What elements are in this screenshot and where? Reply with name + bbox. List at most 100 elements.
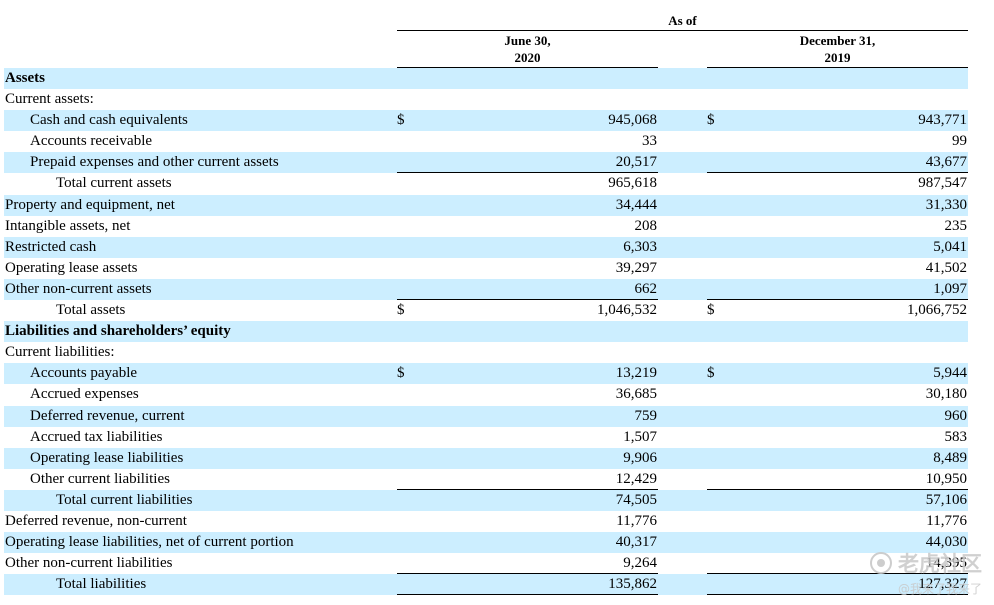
row-shading bbox=[4, 405, 968, 427]
row-shading bbox=[4, 532, 968, 554]
column-header-date: December 31, bbox=[799, 33, 876, 48]
subtotal-rule bbox=[397, 172, 658, 174]
row-label: Total liabilities bbox=[56, 576, 147, 593]
column-header-rule bbox=[707, 67, 968, 68]
row-label: Accounts receivable bbox=[30, 133, 153, 150]
table-row: Deferred revenue, current 759 960 bbox=[0, 405, 994, 427]
value-dec-2019: 5,041 bbox=[933, 238, 967, 255]
value-june-2020: 759 bbox=[634, 407, 658, 424]
subtotal-rule bbox=[707, 573, 968, 575]
row-shading bbox=[4, 68, 968, 90]
value-june-2020: 34,444 bbox=[615, 196, 657, 213]
row-shading bbox=[4, 321, 968, 343]
value-dec-2019: 99 bbox=[952, 133, 967, 150]
table-row: Accounts receivable 33 99 bbox=[0, 131, 994, 152]
currency-symbol: $ bbox=[707, 302, 715, 319]
subtotal-rule bbox=[707, 488, 968, 490]
row-label: Current liabilities: bbox=[5, 344, 115, 361]
row-shading bbox=[4, 574, 968, 596]
row-label: Liabilities and shareholders’ equity bbox=[5, 323, 231, 340]
table-row: Accrued tax liabilities 1,507 583 bbox=[0, 427, 994, 448]
row-label: Intangible assets, net bbox=[5, 217, 131, 234]
currency-symbol: $ bbox=[707, 365, 715, 382]
as-of-heading: As of bbox=[668, 13, 697, 28]
row-label: Other current liabilities bbox=[30, 470, 170, 487]
row-label: Accrued tax liabilities bbox=[30, 428, 163, 445]
table-row: Prepaid expenses and other current asset… bbox=[0, 152, 994, 174]
value-june-2020: 208 bbox=[634, 217, 658, 234]
value-june-2020: 1,507 bbox=[623, 428, 657, 445]
currency-symbol: $ bbox=[707, 112, 715, 129]
row-label: Operating lease liabilities bbox=[30, 449, 184, 466]
value-dec-2019: 41,502 bbox=[925, 259, 967, 276]
subtotal-rule bbox=[397, 594, 658, 596]
table-row: Operating lease liabilities, net of curr… bbox=[0, 532, 994, 554]
column-header-dec-2019: December 31, 2019 bbox=[707, 32, 968, 66]
value-june-2020: 945,068 bbox=[608, 112, 657, 129]
value-june-2020: 40,317 bbox=[615, 534, 657, 551]
subtotal-rule bbox=[707, 594, 968, 596]
row-shading bbox=[4, 194, 968, 216]
row-label: Operating lease assets bbox=[5, 259, 138, 276]
row-label: Accrued expenses bbox=[30, 386, 139, 403]
value-june-2020: 33 bbox=[642, 133, 657, 150]
balance-sheet-table: Assets Current assets: Cash and cash equiv… bbox=[0, 68, 994, 596]
value-dec-2019: 235 bbox=[944, 217, 968, 234]
table-row: Current liabilities: bbox=[0, 342, 994, 363]
row-shading bbox=[4, 447, 968, 469]
table-row: Total current assets 965,618 987,547 bbox=[0, 173, 994, 194]
row-label: Accounts payable bbox=[30, 365, 138, 382]
currency-symbol: $ bbox=[397, 302, 405, 319]
row-label: Current assets: bbox=[5, 91, 94, 108]
value-june-2020: 20,517 bbox=[615, 154, 657, 171]
value-dec-2019: 5,944 bbox=[933, 365, 967, 382]
value-june-2020: 1,046,532 bbox=[597, 302, 657, 319]
column-header-year: 2020 bbox=[514, 50, 541, 65]
value-june-2020: 6,303 bbox=[623, 238, 657, 255]
table-row: Accounts payable $ $13,219 5,944 bbox=[0, 363, 994, 385]
currency-symbol: $ bbox=[397, 112, 405, 129]
value-june-2020: 135,862 bbox=[608, 576, 657, 593]
row-label: Deferred revenue, current bbox=[30, 407, 185, 424]
subtotal-rule bbox=[707, 172, 968, 174]
row-label: Restricted cash bbox=[5, 238, 97, 255]
table-row: Other non-current assets 662 1,097 bbox=[0, 278, 994, 301]
table-row: Assets bbox=[0, 68, 994, 90]
column-header-rule bbox=[397, 67, 658, 68]
table-row: Intangible assets, net 208 235 bbox=[0, 216, 994, 237]
subtotal-rule bbox=[397, 573, 658, 575]
value-dec-2019: 127,327 bbox=[918, 576, 967, 593]
table-row: Total liabilities 135,862 127,327 bbox=[0, 574, 994, 596]
table-row: Current assets: bbox=[0, 89, 994, 110]
row-label: Operating lease liabilities, net of curr… bbox=[5, 534, 294, 551]
row-label: Prepaid expenses and other current asset… bbox=[30, 154, 279, 171]
column-header-date: June 30, bbox=[504, 33, 551, 48]
column-header-june-2020: June 30, 2020 bbox=[397, 32, 658, 66]
value-dec-2019: 30,180 bbox=[925, 386, 967, 403]
value-june-2020: 11,776 bbox=[616, 512, 657, 529]
value-dec-2019: 43,677 bbox=[925, 154, 967, 171]
row-shading bbox=[4, 363, 968, 385]
value-dec-2019: 8,489 bbox=[933, 449, 967, 466]
subtotal-rule bbox=[707, 299, 968, 301]
column-header-year: 2019 bbox=[824, 50, 851, 65]
value-june-2020: 36,685 bbox=[615, 386, 657, 403]
row-label: Total current liabilities bbox=[56, 491, 193, 508]
value-dec-2019: 31,330 bbox=[925, 196, 967, 213]
value-june-2020: 39,297 bbox=[615, 259, 657, 276]
row-shading bbox=[4, 489, 968, 511]
value-dec-2019: 943,771 bbox=[918, 112, 967, 129]
row-label: Total assets bbox=[56, 302, 126, 319]
value-dec-2019: 44,030 bbox=[925, 534, 967, 551]
table-row: Operating lease assets 39,297 41,502 bbox=[0, 258, 994, 279]
row-shading bbox=[4, 278, 968, 301]
value-june-2020: 662 bbox=[634, 280, 658, 297]
value-june-2020: 9,906 bbox=[623, 449, 657, 466]
table-row: Other current liabilities 12,429 10,950 bbox=[0, 469, 994, 490]
value-dec-2019: 987,547 bbox=[918, 175, 967, 192]
row-shading bbox=[4, 236, 968, 258]
row-label: Other non-current assets bbox=[5, 280, 152, 297]
row-label: Total current assets bbox=[56, 175, 172, 192]
value-dec-2019: 57,106 bbox=[925, 491, 967, 508]
value-june-2020: 74,505 bbox=[615, 491, 657, 508]
